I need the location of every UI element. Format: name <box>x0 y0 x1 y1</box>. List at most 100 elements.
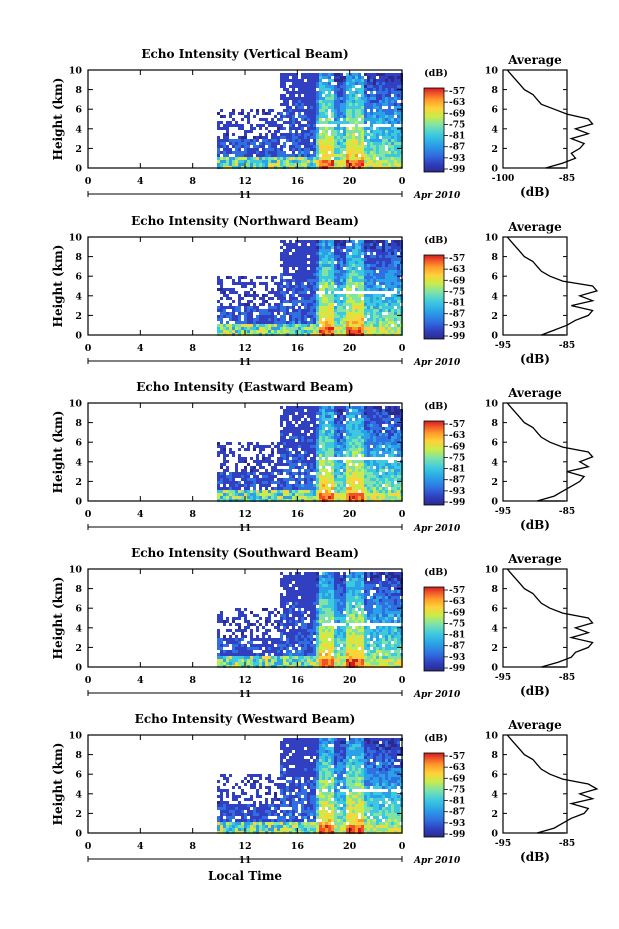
heat-cell <box>376 309 379 312</box>
heat-cell <box>289 496 292 499</box>
heat-cell <box>304 478 307 481</box>
heat-cell <box>349 154 352 157</box>
heat-cell <box>328 282 331 285</box>
heat-cell <box>280 255 283 258</box>
heat-cell <box>370 436 373 439</box>
heat-cell <box>355 312 358 315</box>
heat-cell <box>235 142 238 145</box>
heat-cell <box>217 635 220 638</box>
heat-cell <box>313 121 316 124</box>
heat-cell <box>265 160 268 163</box>
heat-cell <box>295 240 298 243</box>
heat-cell <box>289 240 292 243</box>
heat-cell <box>220 617 223 620</box>
heat-cell <box>379 154 382 157</box>
heat-cell <box>244 130 247 133</box>
heat-cell <box>304 315 307 318</box>
heat-cell <box>316 85 319 88</box>
heat-cell <box>334 252 337 255</box>
heat-cell <box>217 478 220 481</box>
heat-cell <box>253 318 256 321</box>
heat-cell <box>319 484 322 487</box>
heat-cell <box>280 163 283 166</box>
heat-cell <box>343 496 346 499</box>
heat-cell <box>373 297 376 300</box>
heat-cell <box>382 148 385 151</box>
heat-cell <box>274 282 277 285</box>
heat-cell <box>226 139 229 142</box>
heat-cell <box>277 318 280 321</box>
heat-cell <box>343 154 346 157</box>
heat-cell <box>241 136 244 139</box>
heat-cell <box>277 451 280 454</box>
heat-cell <box>376 276 379 279</box>
heat-cell <box>361 469 364 472</box>
heat-cell <box>373 409 376 412</box>
heat-cell <box>277 148 280 151</box>
heat-cell <box>304 124 307 127</box>
heat-cell <box>394 436 397 439</box>
heat-cell <box>256 659 259 662</box>
heat-cell <box>316 73 319 76</box>
heat-cell <box>307 252 310 255</box>
heat-cell <box>391 118 394 121</box>
heat-cell <box>244 160 247 163</box>
heat-cell <box>385 79 388 82</box>
heat-cell <box>319 255 322 258</box>
heat-cell <box>340 327 343 330</box>
heat-cell <box>295 160 298 163</box>
heat-cell <box>319 318 322 321</box>
heat-cell <box>382 163 385 166</box>
heat-cell <box>388 315 391 318</box>
heat-cell <box>277 321 280 324</box>
heat-cell <box>346 255 349 258</box>
heat-cell <box>394 261 397 264</box>
heat-cell <box>274 626 277 629</box>
heat-cell <box>232 315 235 318</box>
heat-cell <box>316 430 319 433</box>
heat-cell <box>340 133 343 136</box>
heat-cell <box>298 261 301 264</box>
heat-cell <box>307 300 310 303</box>
heat-cell <box>382 294 385 297</box>
heat-cell <box>385 252 388 255</box>
heat-cell <box>379 327 382 330</box>
heat-cell <box>325 279 328 282</box>
heat-cell <box>316 121 319 124</box>
heat-cell <box>253 472 256 475</box>
heat-cell <box>388 493 391 496</box>
heat-cell <box>238 650 241 653</box>
heat-cell <box>289 484 292 487</box>
heat-cell <box>358 148 361 151</box>
heat-cell <box>361 472 364 475</box>
heat-cell <box>352 484 355 487</box>
heat-cell <box>313 285 316 288</box>
heat-cell <box>304 91 307 94</box>
heat-cell <box>331 448 334 451</box>
heat-cell <box>391 255 394 258</box>
heat-cell <box>286 421 289 424</box>
heat-cell <box>382 409 385 412</box>
heat-cell <box>340 85 343 88</box>
heat-cell <box>382 493 385 496</box>
heat-cell <box>223 496 226 499</box>
heat-cell <box>307 306 310 309</box>
heat-cell <box>367 436 370 439</box>
heat-cell <box>331 451 334 454</box>
heat-cell <box>385 109 388 112</box>
heat-cell <box>217 279 220 282</box>
heat-cell <box>298 139 301 142</box>
heat-cell <box>343 321 346 324</box>
heat-cell <box>334 276 337 279</box>
heat-cell <box>295 276 298 279</box>
heat-cell <box>382 252 385 255</box>
heat-cell <box>385 267 388 270</box>
heat-cell <box>328 127 331 130</box>
heat-cell <box>331 312 334 315</box>
heat-cell <box>325 318 328 321</box>
heat-cell <box>361 252 364 255</box>
heat-cell <box>241 124 244 127</box>
heat-cell <box>364 493 367 496</box>
heat-cell <box>370 240 373 243</box>
heat-cell <box>265 112 268 115</box>
